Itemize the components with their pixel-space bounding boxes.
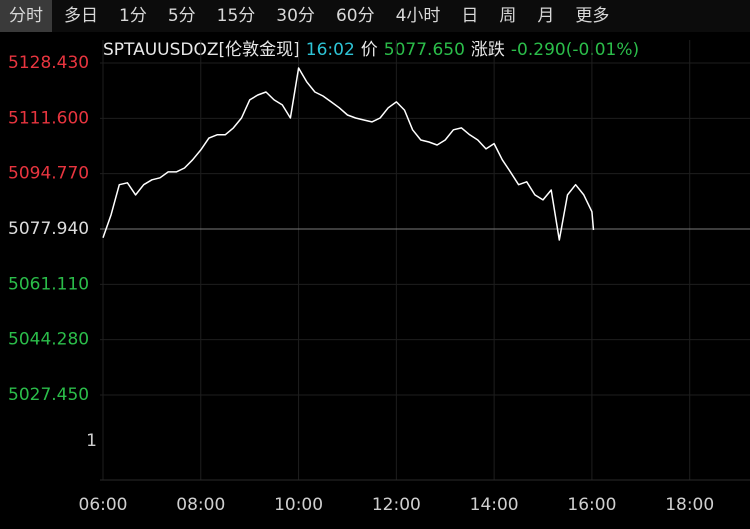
quote-header: SPTAUUSDOZ[伦敦金现] 16:02 价 5077.650 涨跌 -0.290(-… (103, 35, 645, 60)
y-tick-label: 5044.280 (8, 330, 89, 350)
change-label: 涨跌 (470, 40, 505, 60)
y-tick-label: 5128.430 (8, 53, 89, 73)
tab[interactable]: 月 (537, 6, 555, 26)
y-tick-label: 5094.770 (8, 164, 89, 184)
y-tick-label: 5077.940 (8, 219, 89, 239)
tab[interactable]: 1分 (119, 6, 147, 26)
x-tick-label: 08:00 (176, 495, 225, 515)
tab[interactable]: 15分 (216, 6, 256, 26)
price-line (102, 67, 595, 241)
price: 5077.650 (383, 40, 465, 60)
x-tick-label: 14:00 (470, 495, 519, 515)
volume-tick-label: 1 (86, 431, 97, 451)
x-tick-label: 10:00 (274, 495, 323, 515)
tab[interactable]: 30分 (276, 6, 315, 26)
change: -0.290(-0.01%) (510, 40, 640, 60)
x-tick-label: 12:00 (372, 495, 421, 515)
tab[interactable]: 5分 (167, 6, 196, 26)
tab[interactable]: 分时 (0, 0, 52, 32)
tab[interactable]: 60分 (335, 6, 375, 26)
y-tick-label: 5111.600 (8, 108, 89, 128)
quote-time: 16:02 (305, 40, 355, 60)
tab[interactable]: 日 (461, 6, 479, 26)
tab[interactable]: 多日 (64, 6, 98, 26)
y-tick-label: 5061.110 (8, 274, 89, 294)
x-tick-label: 18:00 (665, 495, 714, 515)
y-tick-label: 5027.450 (8, 385, 89, 405)
tab[interactable]: 周 (499, 6, 517, 26)
x-tick-label: 06:00 (79, 495, 128, 515)
tab[interactable]: 更多 (575, 6, 610, 26)
tab[interactable]: 4小时 (395, 6, 441, 26)
tab-bar: 分时 多日 1分 5分 15分 30分 60分 4小时日周月更多 (0, 0, 750, 32)
symbol: SPTAUUSDOZ[伦敦金现] (103, 40, 300, 60)
price-label: 价 (360, 40, 378, 60)
x-tick-label: 16:00 (567, 495, 616, 515)
